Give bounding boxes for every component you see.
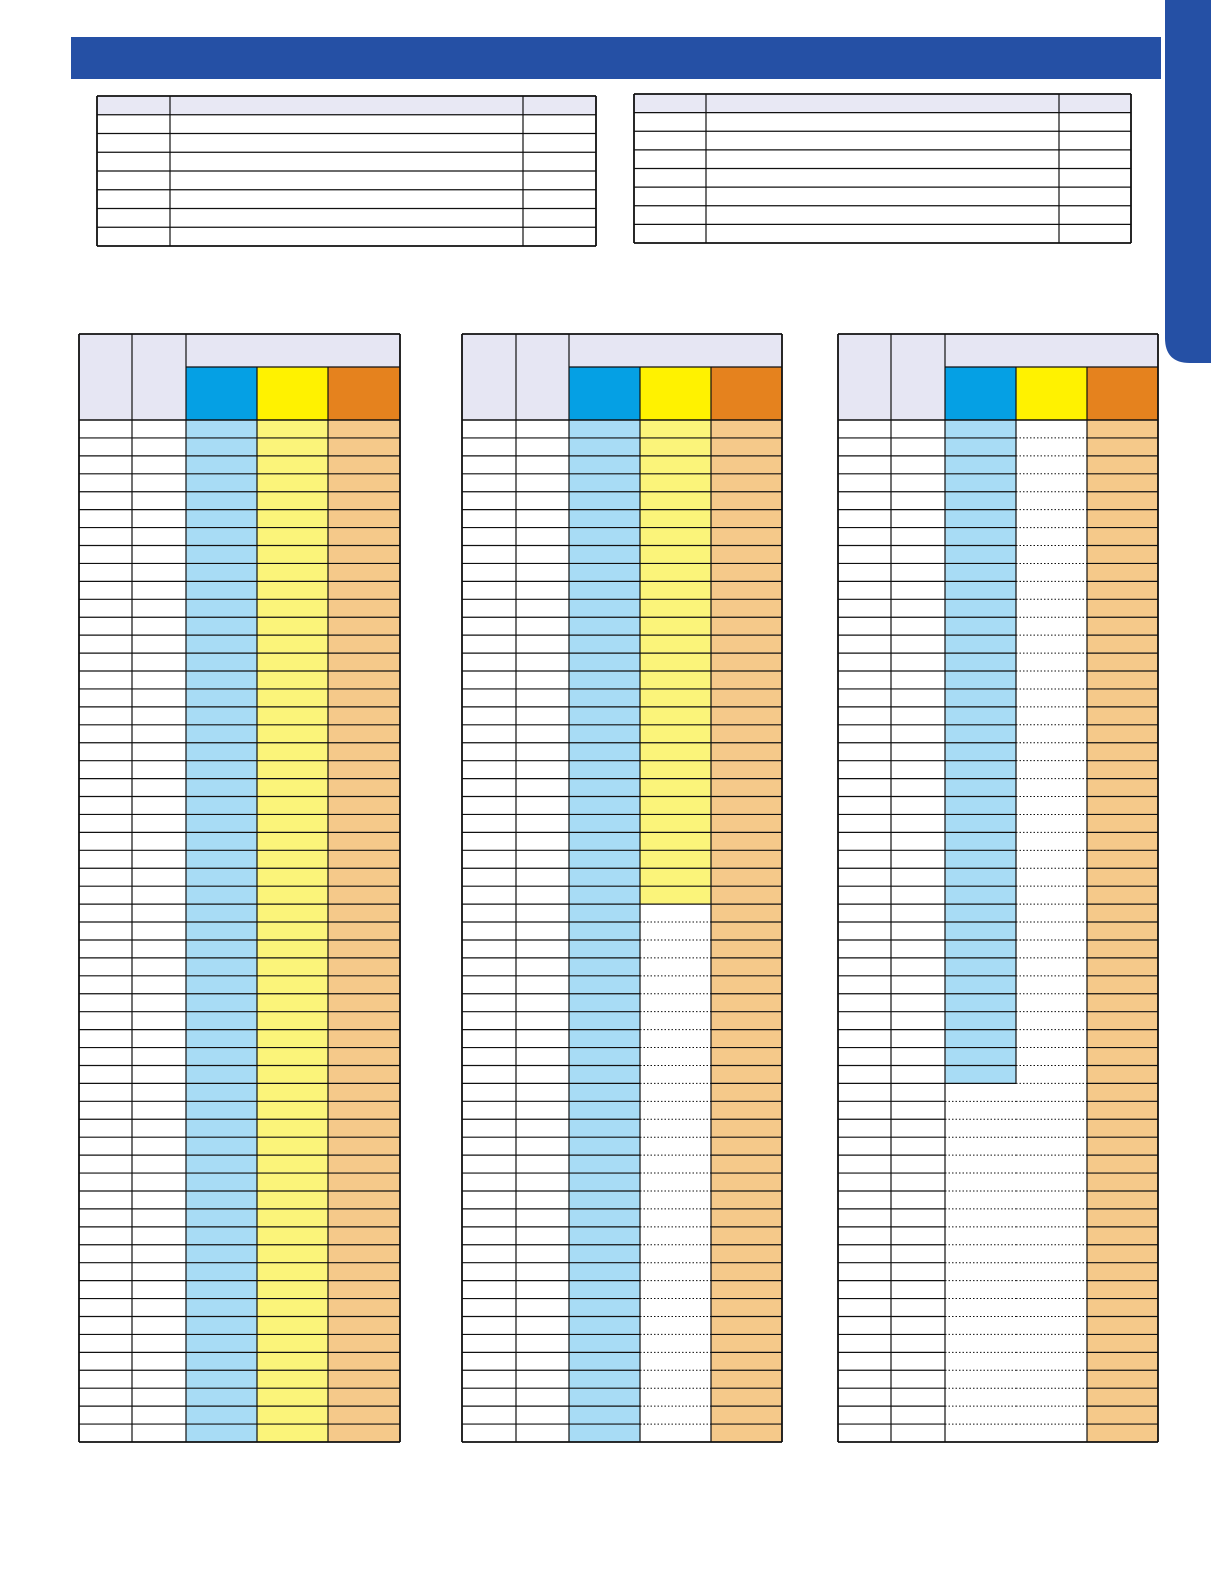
header-fill [838, 334, 1158, 367]
orange-column [328, 420, 400, 1442]
yellow-column [640, 420, 711, 905]
yellow-head [257, 367, 328, 420]
yellow-column [257, 420, 328, 1442]
table-header-fill [634, 94, 1131, 113]
blue-head [569, 367, 640, 420]
blue-head [186, 367, 257, 420]
blue-head [945, 367, 1016, 420]
blue-column [569, 420, 640, 1442]
orange-column [1087, 420, 1158, 1442]
yellow-head [1016, 367, 1087, 420]
header-fill [462, 334, 782, 367]
header-bar [71, 37, 1161, 79]
orange-column [711, 420, 782, 1442]
yellow-head [640, 367, 711, 420]
table-header-fill [97, 96, 596, 115]
header-fill [79, 334, 400, 367]
blue-column [186, 420, 257, 1442]
orange-head [1087, 367, 1158, 420]
blue-column [945, 420, 1016, 1084]
side-tab [1165, 0, 1211, 363]
orange-head [711, 367, 782, 420]
orange-head [328, 367, 400, 420]
